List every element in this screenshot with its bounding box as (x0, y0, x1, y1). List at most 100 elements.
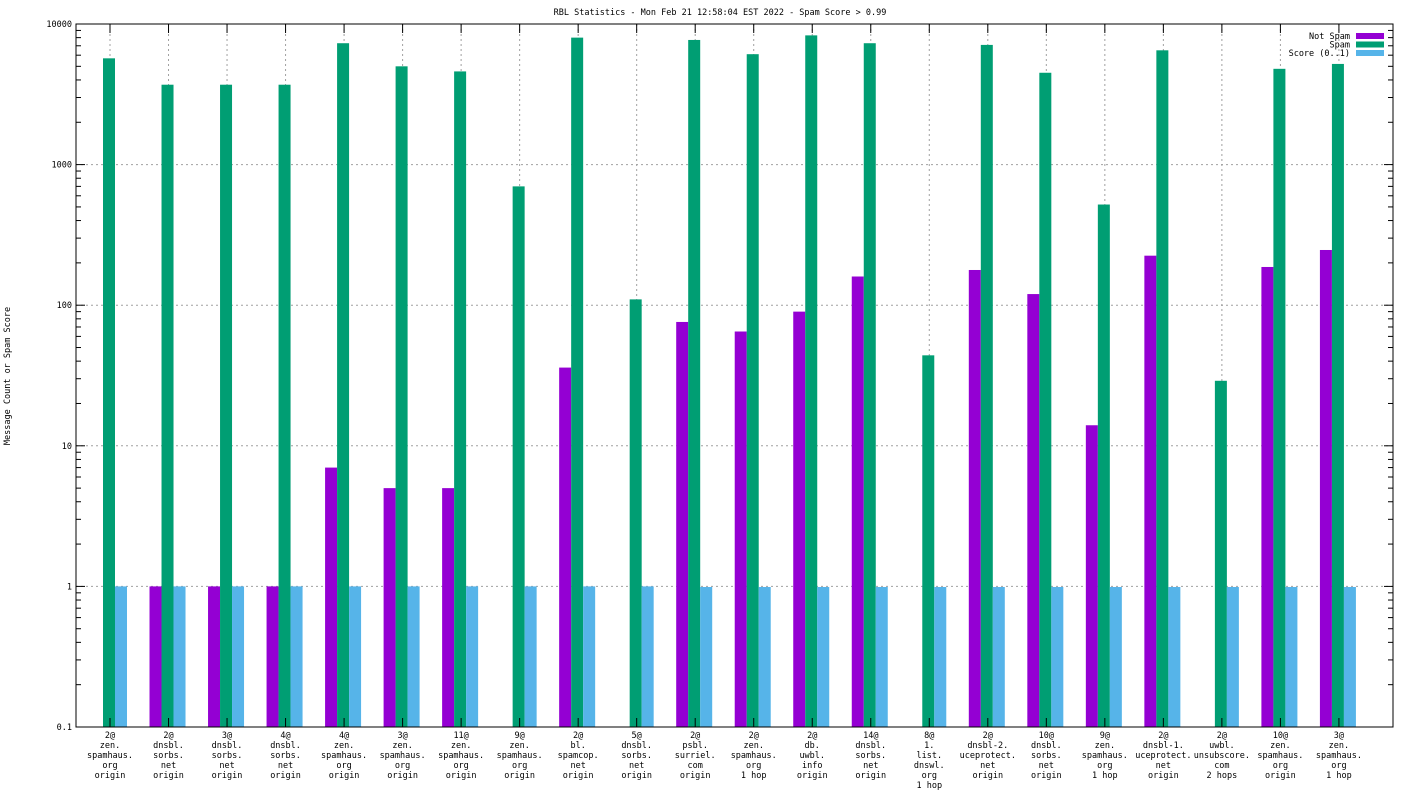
x-tick-label: uwbl. (799, 751, 825, 761)
bar-spam (1273, 68, 1286, 727)
x-tick-label: origin (504, 771, 535, 781)
bar-spam (922, 355, 935, 727)
x-tick-label: origin (621, 771, 652, 781)
x-tick-label: org (922, 771, 937, 781)
x-tick-label: spamhaus. (380, 751, 426, 761)
x-tick-label: spamhaus. (1257, 751, 1303, 761)
x-tick-label: org (1273, 761, 1288, 771)
x-tick-label: dnsbl. (1031, 741, 1062, 751)
x-tick-label: 2@ (983, 731, 993, 741)
x-tick-label: origin (563, 771, 594, 781)
bars (103, 35, 1356, 728)
x-tick-label: origin (446, 771, 477, 781)
bar-spam (746, 54, 759, 728)
bar-score (1343, 587, 1356, 727)
bar-spam (103, 58, 115, 728)
x-tick-label: org (1331, 761, 1346, 771)
x-tick-label: uceprotect. (960, 751, 1016, 761)
bar-not-spam (1085, 425, 1098, 727)
x-tick-label: 2@ (749, 731, 759, 741)
x-tick-label: info (802, 761, 822, 771)
chart-title: RBL Statistics - Mon Feb 21 12:58:04 EST… (554, 8, 887, 18)
x-tick-label: origin (387, 771, 418, 781)
x-tick-label: origin (329, 771, 360, 781)
x-tick-label: zen. (100, 741, 120, 751)
x-tick-label: list. (916, 751, 942, 761)
x-tick-label: net (161, 761, 176, 771)
x-tick-label: sorbs. (270, 751, 301, 761)
bar-score (1051, 587, 1064, 727)
x-tick-label: sorbs. (855, 751, 886, 761)
x-tick-label: origin (797, 771, 828, 781)
x-tick-label: 14@ (863, 731, 878, 741)
bar-score (115, 586, 127, 727)
y-tick-label: 1000 (52, 161, 72, 171)
x-tick-label: 2@ (807, 731, 817, 741)
x-tick-label: dnsbl. (212, 741, 243, 751)
x-tick-label: spamhaus. (731, 751, 777, 761)
axes: 0.11101001000100002@zen.spamhaus.orgorig… (46, 20, 1394, 791)
bar-spam (629, 299, 642, 727)
x-tick-label: net (863, 761, 878, 771)
x-tick-label: 11@ (453, 731, 468, 741)
x-tick-label: zen. (1329, 741, 1349, 751)
x-tick-label: org (453, 761, 468, 771)
x-tick-label: com (688, 761, 703, 771)
x-tick-label: net (1039, 761, 1054, 771)
bar-score (1226, 587, 1239, 727)
bar-score (700, 587, 713, 727)
x-tick-label: origin (680, 771, 711, 781)
x-tick-label: spamhaus. (1082, 751, 1128, 761)
x-tick-label: 8@ (924, 731, 934, 741)
x-tick-label: 1. (924, 741, 934, 751)
bar-spam (1039, 72, 1052, 728)
x-tick-label: 1 hop (1326, 771, 1352, 781)
y-axis-label: Message Count or Spam Score (3, 307, 13, 445)
bar-score (173, 586, 186, 727)
x-tick-label: origin (1031, 771, 1062, 781)
legend-swatch (1356, 41, 1384, 48)
x-tick-label: 4@ (280, 731, 290, 741)
bar-spam (512, 186, 525, 727)
bar-not-spam (793, 311, 806, 727)
x-tick-label: dnsbl-2. (967, 741, 1008, 751)
x-tick-label: 3@ (222, 731, 232, 741)
x-tick-label: 1 hop (741, 771, 767, 781)
x-tick-label: com (1214, 761, 1229, 771)
x-tick-label: net (570, 761, 585, 771)
x-tick-label: 9@ (1100, 731, 1110, 741)
x-tick-label: 2@ (1158, 731, 1168, 741)
legend-label: Score (0..1) (1289, 49, 1350, 59)
x-tick-label: dnsbl. (270, 741, 301, 751)
x-tick-label: net (629, 761, 644, 771)
bar-spam (688, 39, 701, 727)
bar-spam (1156, 50, 1169, 727)
x-tick-label: 2@ (573, 731, 583, 741)
bar-spam (278, 84, 291, 728)
x-tick-label: dnsbl. (621, 741, 652, 751)
x-tick-label: 2@ (1217, 731, 1227, 741)
bar-score (232, 586, 245, 727)
plot-border (75, 23, 1394, 728)
x-tick-label: net (980, 761, 995, 771)
x-tick-label: origin (855, 771, 886, 781)
bar-spam (805, 35, 818, 727)
y-tick-label: 0.1 (57, 723, 72, 733)
bar-score (1168, 587, 1181, 727)
bar-not-spam (676, 321, 689, 727)
x-tick-label: origin (1148, 771, 1179, 781)
x-tick-label: unsubscore. (1194, 751, 1250, 761)
bar-not-spam (968, 269, 981, 727)
x-tick-label: net (1156, 761, 1171, 771)
x-tick-label: 2@ (690, 731, 700, 741)
x-tick-label: net (219, 761, 234, 771)
x-tick-label: origin (95, 771, 126, 781)
bar-score (875, 587, 888, 727)
legend-swatch (1356, 50, 1384, 56)
bar-score (466, 586, 479, 727)
bar-score (1285, 587, 1298, 727)
x-tick-label: uceprotect. (1135, 751, 1191, 761)
bar-spam (337, 43, 350, 728)
